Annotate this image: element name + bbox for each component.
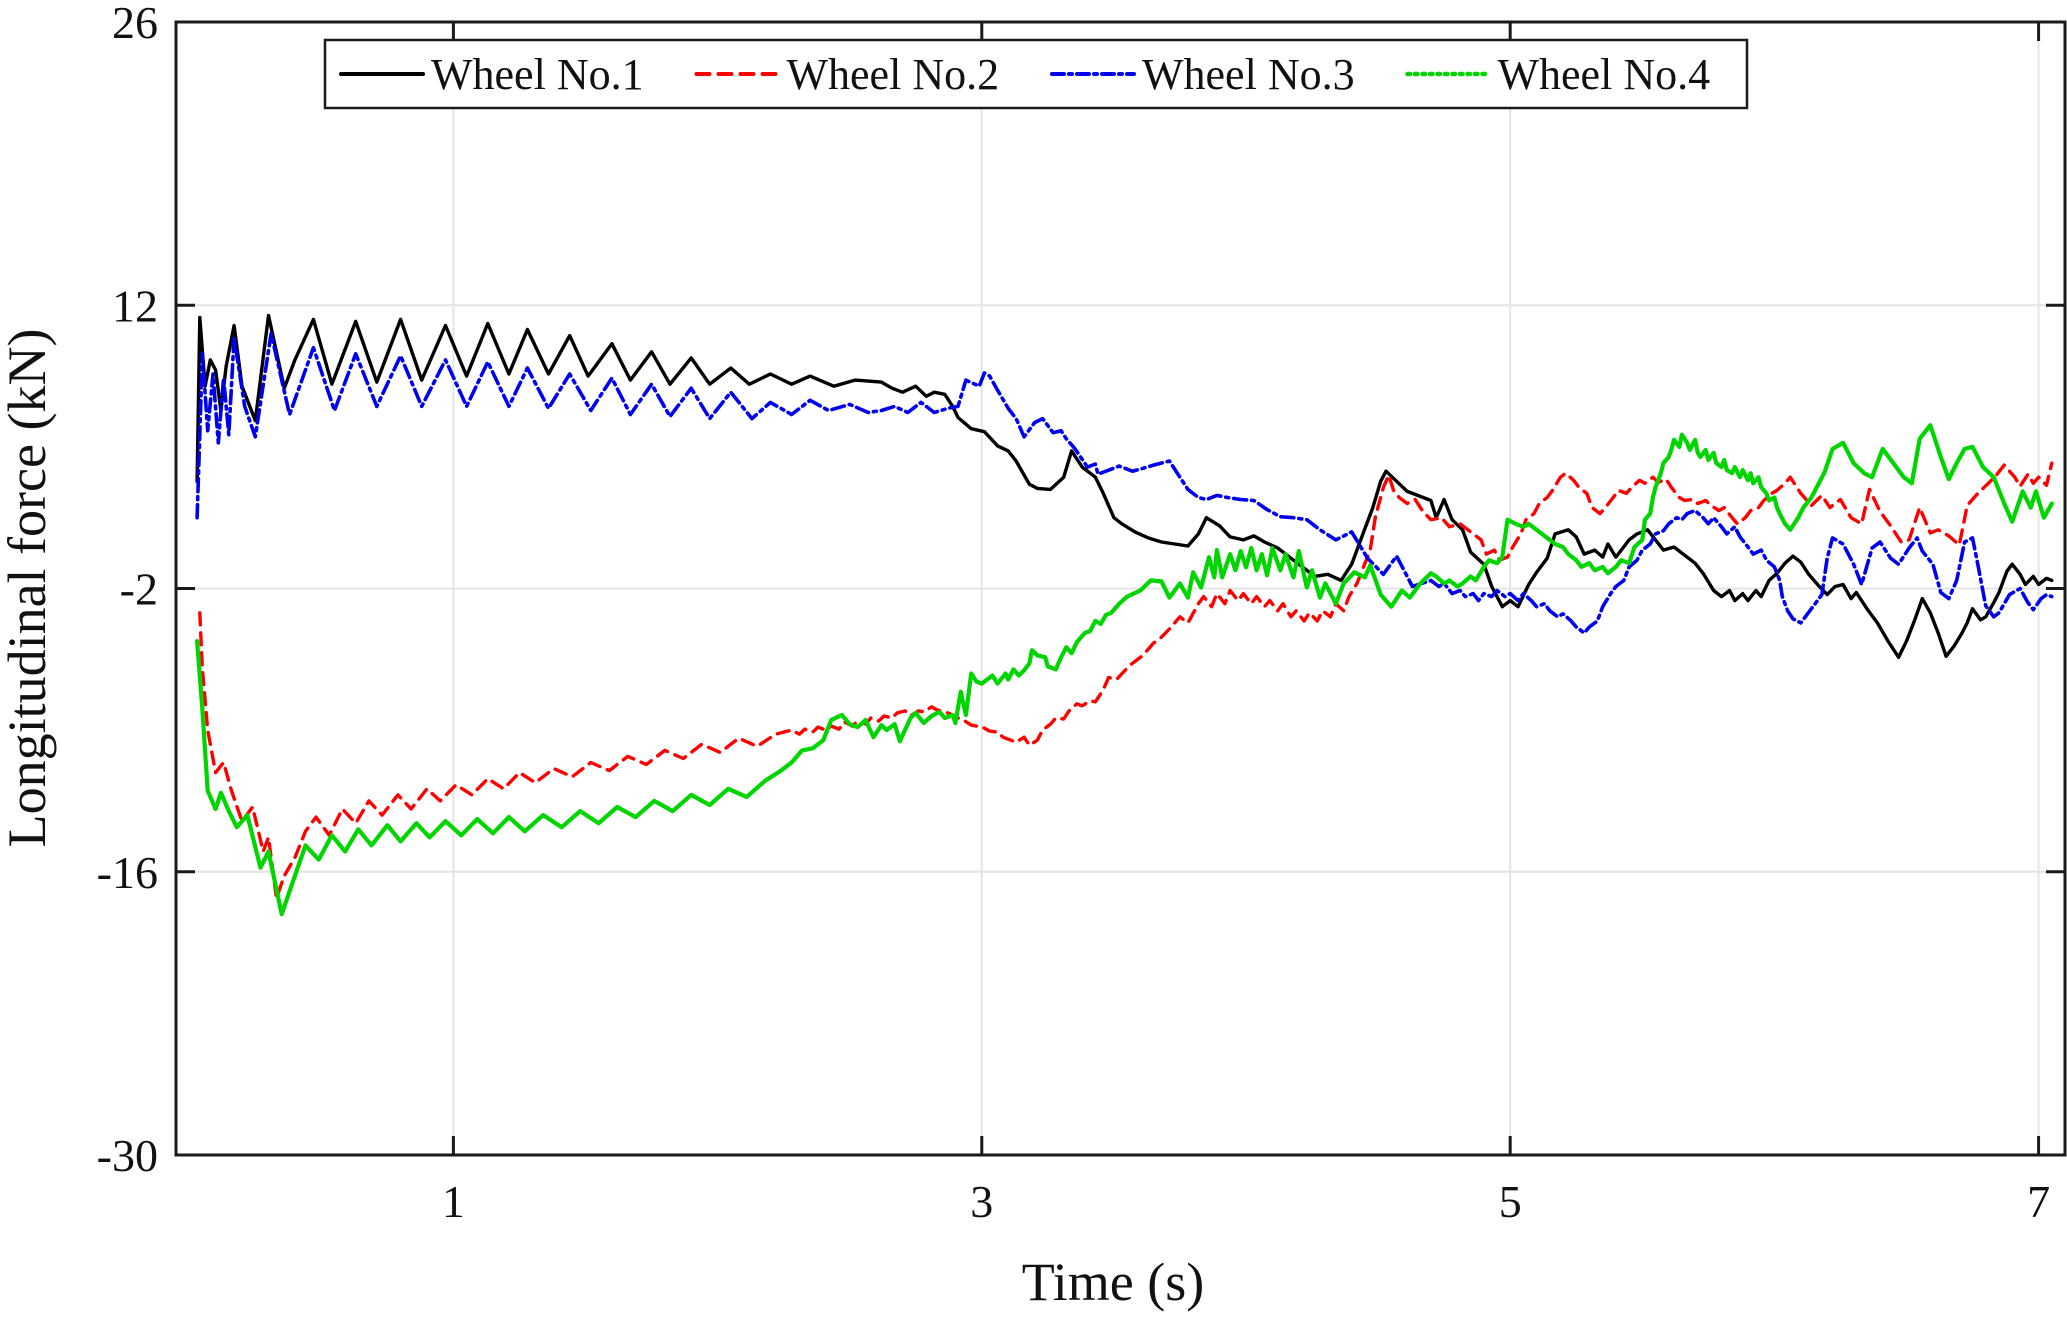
y-tick-label: -2 (120, 564, 158, 615)
axis-ticks (176, 20, 2065, 1157)
legend-label-wheel-no-3: Wheel No.3 (1142, 50, 1355, 99)
x-tick-label: 3 (970, 1176, 993, 1227)
y-tick-label: -30 (97, 1130, 158, 1181)
series-wheel-no-2 (198, 461, 2054, 900)
x-tick-label: 7 (2027, 1176, 2050, 1227)
legend-label-wheel-no-4: Wheel No.4 (1498, 50, 1711, 99)
tick-labels: 1 3 5 7 26 12 -2 -16 -30 (97, 0, 2050, 1227)
legend-box (323, 38, 1749, 110)
x-tick-label: 1 (442, 1176, 465, 1227)
series-wheel-no-4 (195, 423, 2054, 917)
y-tick-label: 12 (112, 280, 158, 331)
series-wheel-no-1 (195, 313, 2054, 659)
y-tick-label: 26 (112, 0, 158, 48)
x-axis-label: Time (s) (1022, 1252, 1205, 1312)
legend-label-wheel-no-2: Wheel No.2 (787, 50, 1000, 99)
gridlines (176, 22, 2065, 1155)
y-axis-label: Longitudinal force (kN) (0, 329, 57, 848)
legend-label-wheel-no-1: Wheel No.1 (431, 50, 644, 99)
y-tick-label: -16 (97, 847, 158, 898)
data-series (195, 313, 2054, 917)
x-tick-label: 5 (1499, 1176, 1522, 1227)
legend: Wheel No.1 Wheel No.2 Wheel No.3 Wheel No.4 (323, 38, 1749, 110)
plot-border (174, 20, 2067, 1157)
